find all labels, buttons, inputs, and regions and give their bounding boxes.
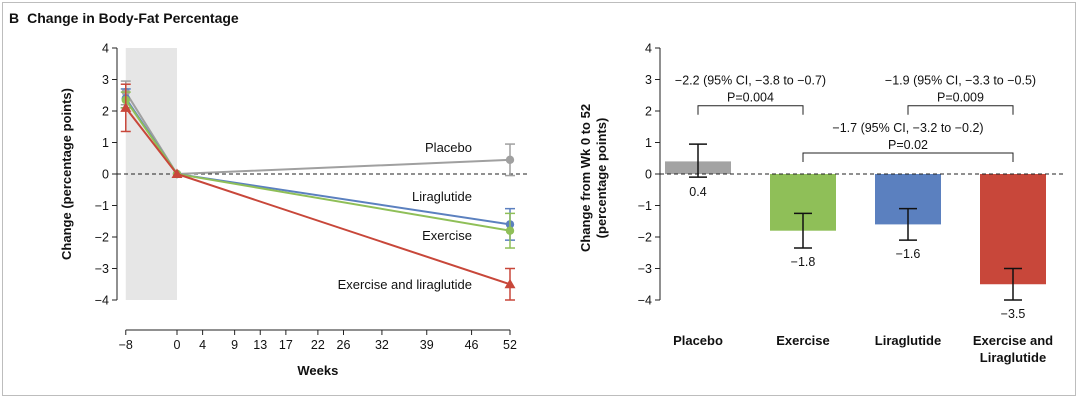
value-label-1: −1.8 [791,255,816,269]
y-tick-label: 1 [102,136,109,150]
comparison-p-value-0: P=0.004 [727,91,774,105]
comparison-estimate-0: −2.2 (95% CI, −3.8 to −0.7) [675,74,826,88]
x-axis-title: Weeks [297,363,338,378]
category-label-3: Liraglutide [980,350,1046,365]
series-label-placebo: Placebo [425,140,472,155]
panel-title: B Change in Body-Fat Percentage [9,10,239,26]
y-tick-label: −2 [638,231,652,245]
category-label-2: Liraglutide [875,333,941,348]
series-label-exercise-and-liraglutide: Exercise and liraglutide [338,277,472,292]
category-label-0: Placebo [673,333,723,348]
y-tick-label: −1 [95,199,109,213]
y-tick-label: −1 [638,199,652,213]
comparison-p-value-1: P=0.009 [937,91,984,105]
series-label-exercise: Exercise [422,228,472,243]
y-tick-label: 3 [102,73,109,87]
x-tick-label: 22 [311,338,325,352]
x-tick-label: 32 [375,338,389,352]
y-axis-title-line: Change from Wk 0 to 52 [578,104,593,252]
y-tick-label: −4 [638,294,652,308]
comparison-estimate-2: −1.7 (95% CI, −3.2 to −0.2) [832,121,983,135]
series-label-liraglutide: Liraglutide [412,189,472,204]
y-axis-title: Change (percentage points) [59,88,74,260]
comparison-bracket-2 [802,152,1014,162]
data-point-exercise [505,226,515,235]
comparison-bracket-0 [697,105,804,115]
y-tick-label: 0 [102,168,109,182]
data-point-exercise-and-liraglutide [171,168,183,178]
x-tick-label: 39 [420,338,434,352]
y-tick-label: −4 [95,294,109,308]
x-tick-label: 13 [253,338,267,352]
category-label-3: Exercise and [973,333,1053,348]
y-tick-label: 4 [102,42,109,56]
data-point-exercise-and-liraglutide [120,102,132,112]
bar-3 [980,174,1046,285]
comparison-bracket-1 [907,105,1014,115]
x-tick-label: 4 [199,338,206,352]
comparison-p-value-2: P=0.02 [888,138,928,152]
comparison-estimate-1: −1.9 (95% CI, −3.3 to −0.5) [885,74,1036,88]
y-tick-label: 4 [645,42,652,56]
panel-letter: B [9,10,20,26]
y-tick-label: 0 [645,168,652,182]
y-tick-label: −3 [638,262,652,276]
x-tick-label: 26 [337,338,351,352]
x-tick-label: −8 [119,338,133,352]
y-tick-label: −3 [95,262,109,276]
x-tick-label: 0 [174,338,181,352]
panel-title-text: Change in Body-Fat Percentage [27,10,239,26]
y-tick-label: 1 [645,136,652,150]
x-tick-label: 46 [465,338,479,352]
y-tick-label: 2 [645,105,652,119]
data-point-placebo [505,155,515,165]
y-tick-label: 3 [645,73,652,87]
y-tick-label: −2 [95,231,109,245]
x-tick-label: 17 [279,338,293,352]
value-label-2: −1.6 [896,247,921,261]
value-label-3: −3.5 [1001,307,1026,321]
value-label-0: 0.4 [689,185,706,199]
x-tick-label: 9 [231,338,238,352]
category-label-1: Exercise [776,333,830,348]
x-tick-label: 52 [503,338,517,352]
y-axis-title-line: (percentage points) [594,118,609,239]
y-axis-title: Change from Wk 0 to 52(percentage points… [578,104,609,252]
y-tick-label: 2 [102,105,109,119]
data-point-exercise-and-liraglutide [504,278,516,289]
